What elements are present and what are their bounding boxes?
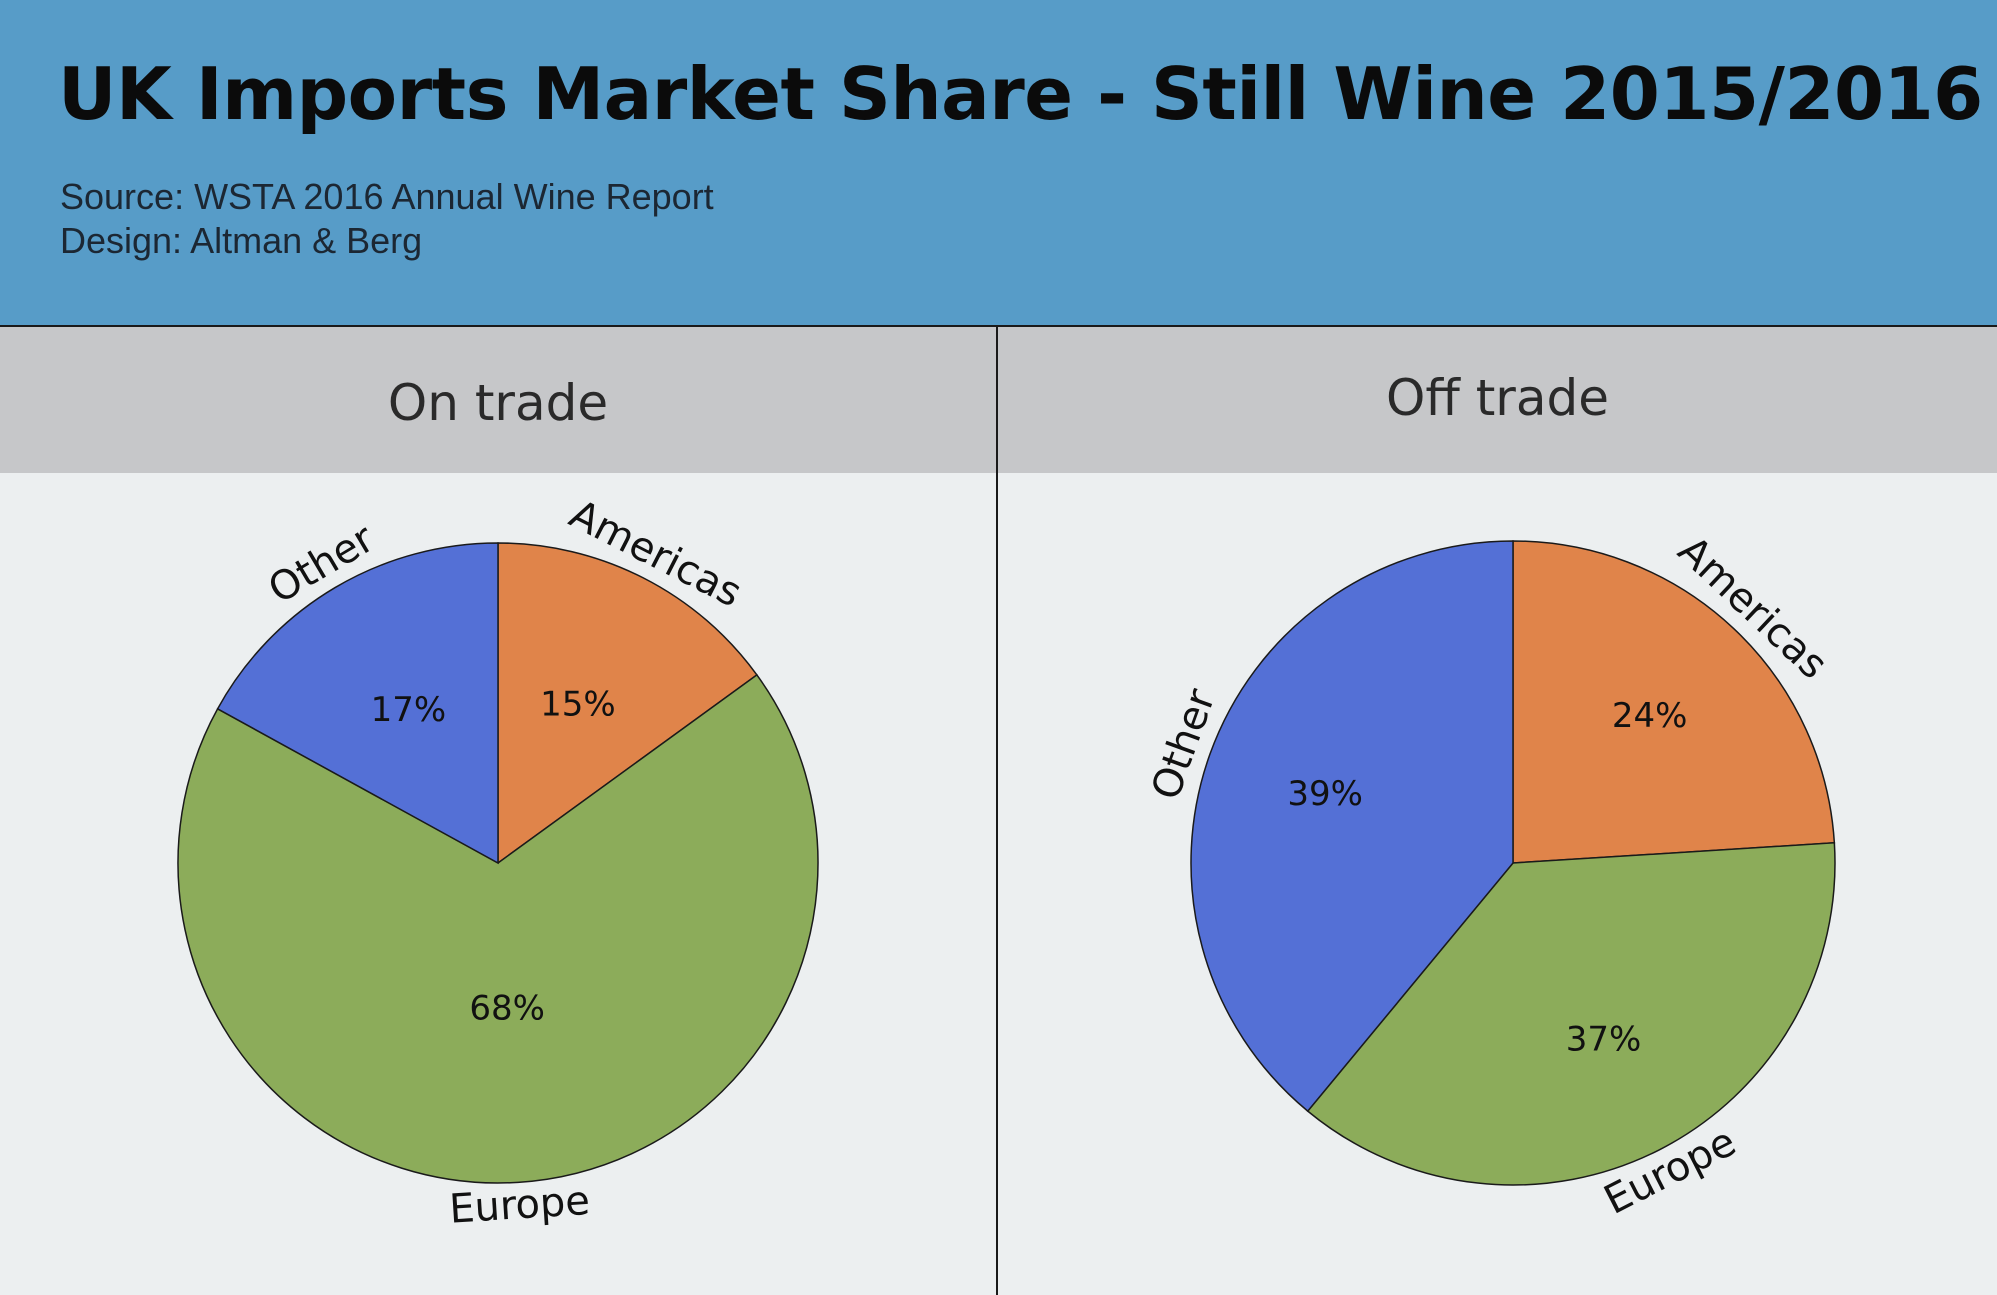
pie-value-label-europe: 37% xyxy=(1566,1019,1642,1059)
pie-value-label-other: 17% xyxy=(371,690,447,730)
header-banner: UK Imports Market Share - Still Wine 201… xyxy=(0,0,1997,327)
panel-divider xyxy=(996,327,998,1295)
off-trade-title: Off trade xyxy=(1386,369,1609,427)
pie-value-label-americas: 15% xyxy=(540,685,616,725)
pie-value-label-other: 39% xyxy=(1287,774,1363,814)
pie-category-label-europe: Europe xyxy=(448,1178,591,1233)
off-trade-panel-header: Off trade xyxy=(998,327,1997,473)
pie-slice-americas xyxy=(497,542,758,865)
pie-slice-other xyxy=(1190,540,1514,1113)
pie-slice-europe xyxy=(1306,841,1836,1186)
design-credit: Design: Altman & Berg xyxy=(60,220,423,261)
page-title: UK Imports Market Share - Still Wine 201… xyxy=(58,52,1983,136)
source-note: Source: WSTA 2016 Annual Wine Report xyxy=(60,176,714,217)
pie-slice-europe xyxy=(177,673,819,1184)
pie-slice-americas xyxy=(1512,540,1836,864)
pie-value-label-europe: 68% xyxy=(469,988,545,1028)
pie-slice-other xyxy=(216,542,499,865)
pie-value-label-americas: 24% xyxy=(1612,696,1688,736)
on-trade-title: On trade xyxy=(387,374,609,432)
on-trade-panel-header: On trade xyxy=(0,327,996,473)
header-divider xyxy=(0,325,1997,327)
